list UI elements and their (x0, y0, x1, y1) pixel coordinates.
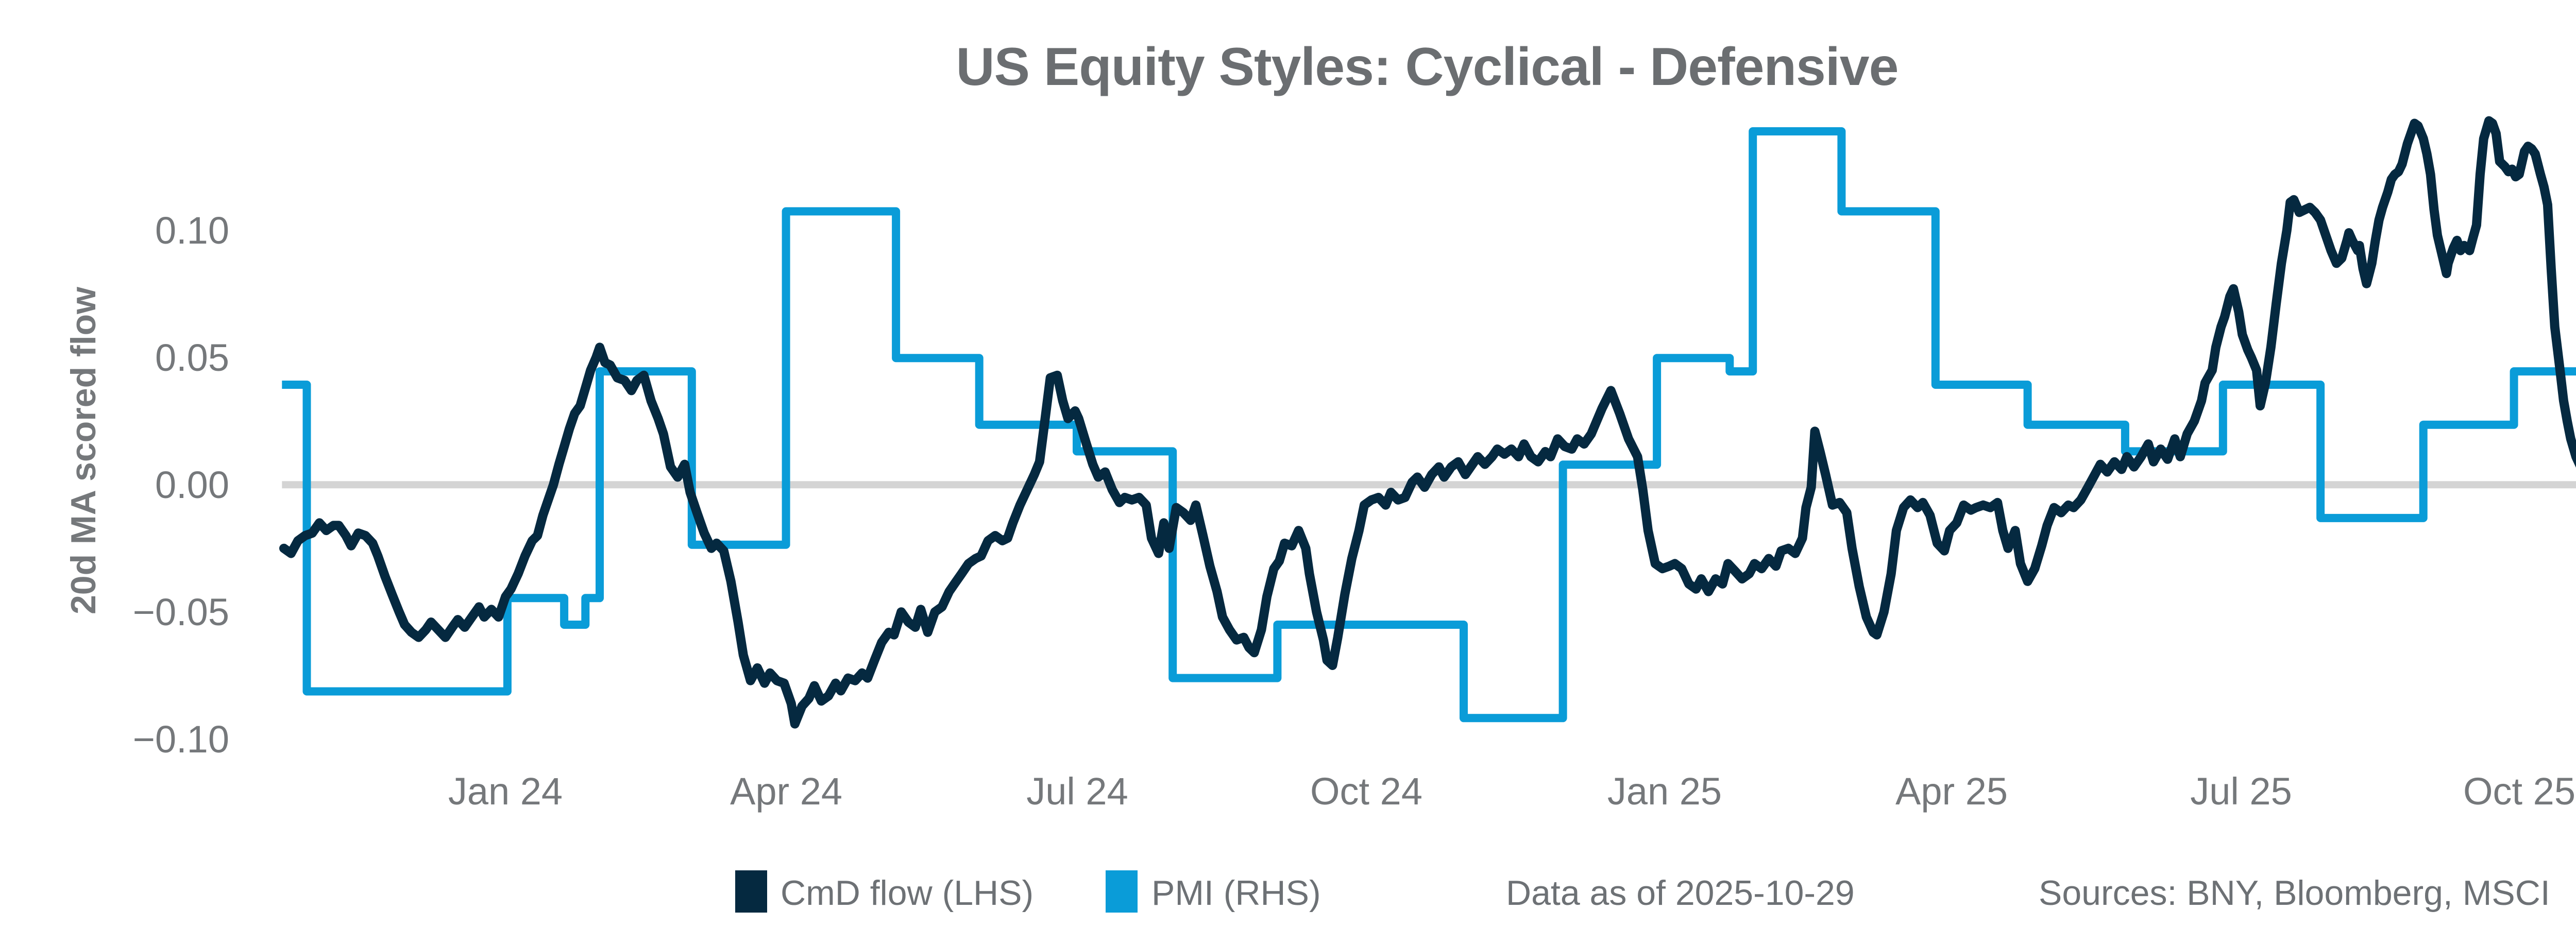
y-axis-title: 20d MA scored flow (64, 286, 103, 614)
legend-label-cmd-flow: CmD flow (LHS) (781, 873, 1033, 913)
x-tick-label: Jul 25 (2190, 770, 2292, 813)
pmi-line (282, 127, 2576, 723)
x-tick-label: Oct 25 (2463, 770, 2575, 813)
x-tick-label: Jan 25 (1607, 770, 1722, 813)
x-tick-label: Apr 24 (730, 770, 842, 813)
x-tick-label: Jan 24 (448, 770, 563, 813)
data-as-of-note: Data as of 2025-10-29 (1506, 873, 1855, 913)
legend-swatch-cmd-flow-icon (735, 870, 767, 913)
y-left-tick-label: 0.00 (155, 464, 229, 506)
legend-swatch-pmi-icon (1106, 870, 1138, 913)
x-tick-label: Apr 25 (1895, 770, 2008, 813)
cmd-flow-line (279, 116, 2576, 729)
legend: CmD flow (LHS) PMI (RHS) (735, 870, 1321, 913)
x-tick-label: Oct 24 (1310, 770, 1422, 813)
chart-title: US Equity Styles: Cyclical - Defensive (956, 37, 1899, 97)
axis-ticks-layer: 0.100.050.00−0.05−0.105150494847Jan 24Ap… (133, 209, 2575, 813)
y-left-tick-label: −0.05 (133, 591, 229, 633)
y-left-tick-label: −0.10 (133, 718, 229, 761)
sources-note: Sources: BNY, Bloomberg, MSCI (2039, 873, 2550, 913)
y-left-tick-label: 0.10 (155, 209, 229, 252)
y-left-tick-label: 0.05 (155, 336, 229, 379)
x-tick-label: Jul 24 (1026, 770, 1128, 813)
legend-label-pmi: PMI (RHS) (1151, 873, 1321, 913)
series-layer (279, 116, 2576, 729)
